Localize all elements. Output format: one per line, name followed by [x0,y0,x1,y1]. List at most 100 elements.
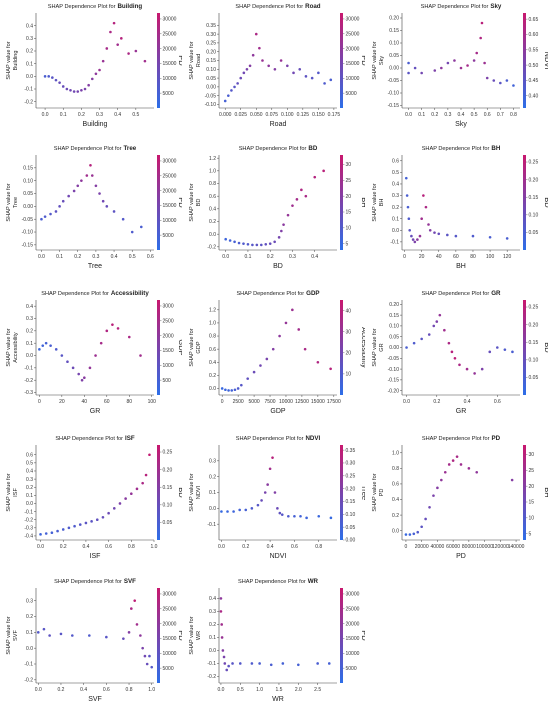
data-point [432,494,435,497]
data-point [496,346,499,349]
y-tick-label: -0.1 [24,662,33,668]
colorbar-tick-label: 0.05 [346,525,356,531]
y-axis-label-feature: GDP [196,341,202,353]
data-point [428,505,431,509]
plot-title: SHAP Dependence Plot for NDVI [236,435,321,442]
data-point [405,194,409,197]
x-tick-label: 0.150 [312,112,325,118]
x-tick-label: 0.075 [266,112,279,118]
y-tick-label: 0.1 [26,341,33,347]
data-point [98,68,101,72]
colorbar-tick-label: 0.60 [529,32,539,38]
x-tick-label: 0.0 [403,399,410,405]
data-point [221,649,225,652]
data-point [420,337,423,341]
y-tick-label: -0.2 [207,674,216,680]
data-point [505,79,509,82]
data-point [467,467,471,470]
colorbar-label: BD [177,487,182,498]
colorbar-tick-label: 25 [346,178,352,184]
y-tick-label: 0.30 [206,32,216,38]
data-point [88,366,92,370]
plot-title-prefix: SHAP Dependence Plot for [422,291,490,297]
data-point [230,89,233,92]
x-tick-label: 0.8 [510,112,517,118]
colorbar-tick-label: 30000 [163,159,177,165]
data-point [54,348,58,351]
plot-title: SHAP Dependence Plot for Accessibility [41,290,149,297]
data-point [67,194,70,198]
y-axis-label: SHAP value for Tree [6,183,19,221]
x-tick-label: 0.5 [132,112,139,118]
y-tick-label: 0.2 [209,474,216,480]
data-point [446,233,449,237]
x-tick-label: 1.0 [151,544,158,550]
x-tick-label: 0.1 [56,254,63,260]
data-point [438,313,442,317]
data-point [105,635,108,639]
data-point [255,243,259,247]
y-axis-label: SHAP value for Building [6,41,19,79]
y-tick-label: 0.0 [26,74,33,80]
y-tick-label: -0.2 [24,517,33,523]
x-axis-label: BD [273,263,283,270]
data-point [437,232,441,236]
x-tick-label: 120000 [492,544,509,550]
data-point [49,212,52,216]
data-point [105,205,109,208]
y-tick-label: 0.0 [209,506,216,512]
data-point [276,507,279,510]
x-tick-label: 60 [104,399,110,405]
y-tick-label: 0.20 [389,16,399,22]
plot-title-prefix: SHAP Dependence Plot for [422,146,490,152]
plot-title-prefix: SHAP Dependence Plot for [54,579,122,585]
colorbar-tick-label: 20 [346,194,352,200]
data-point [54,78,58,82]
plot-title-prefix: SHAP Dependence Plot for [236,436,304,442]
x-tick-label: 120 [503,254,512,260]
data-point [56,529,59,533]
y-tick-label: -0.20 [388,388,400,394]
x-tick-label: 0.1 [244,254,251,260]
data-point [408,533,412,536]
colorbar-tick-label: 15 [346,210,352,216]
data-point [50,531,54,534]
x-tick-label: 0.3 [92,254,99,260]
data-point [49,344,52,347]
data-point [238,508,241,512]
colorbar-tick-label: 10000 [163,218,177,224]
x-tick-label: 1.0 [148,687,155,693]
data-point [51,76,54,79]
data-point [271,456,274,459]
dependence-plot-panel: SHAP Dependence Plot for Tree 0.0 0.1 0.2 0.3… [0,142,186,282]
plot-title-feature: BD [308,145,317,152]
y-tick-label: 0.3 [26,598,33,604]
y-axis-label-prefix: SHAP value for [372,328,378,366]
plot-title-prefix: SHAP Dependence Plot for [54,146,122,152]
x-tick-label: 5000 [249,399,260,405]
data-point [407,61,410,65]
y-tick-label: 0.3 [26,477,33,483]
data-point [433,69,437,72]
plot-title-prefix: SHAP Dependence Plot for [48,4,116,10]
x-tick-label: 0 [221,399,224,405]
data-point [479,36,482,40]
colorbar-tick-label: 30000 [346,17,360,23]
data-point [459,66,463,70]
data-point [95,518,99,522]
data-point [267,64,270,68]
y-tick-label: -0.3 [24,526,33,532]
y-tick-label: 1.2 [209,156,216,162]
y-tick-label: -0.3 [24,390,33,396]
data-point [145,662,149,666]
colorbar-tick-label: 10000 [163,76,177,82]
data-point [83,376,86,380]
x-tick-label: 0.6 [105,544,112,550]
data-point [410,234,413,238]
colorbar-label: BH [360,197,365,207]
data-point [224,237,227,241]
data-point [420,217,423,221]
plot-title: SHAP Dependence Plot for ISF [55,435,135,442]
dependence-plot-panel: SHAP Dependence Plot for Accessibility 0 20… [0,287,186,427]
